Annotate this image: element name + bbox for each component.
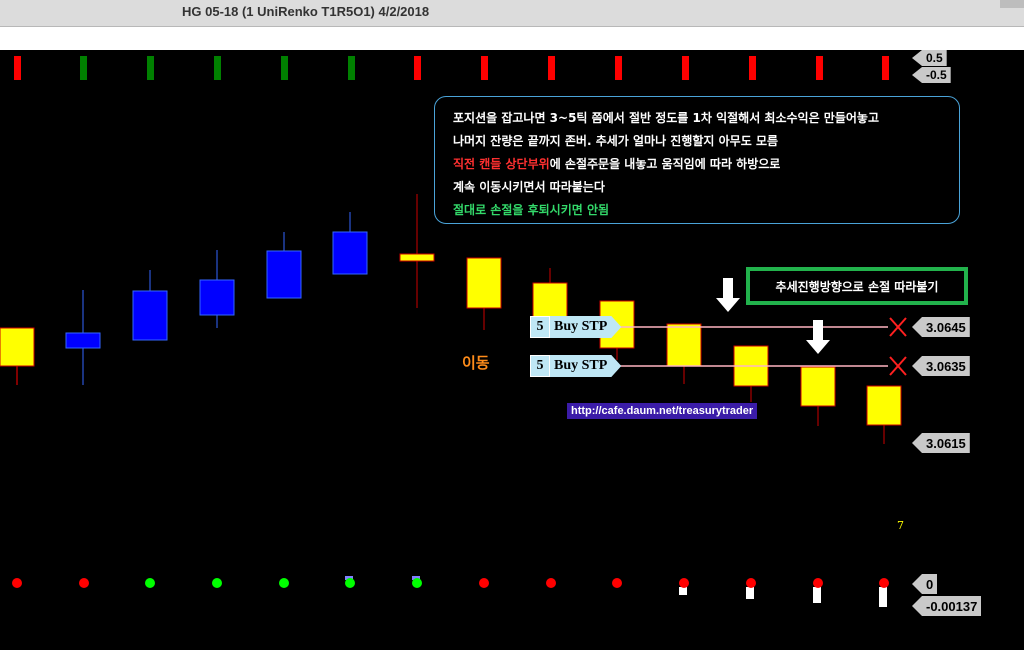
indicator-dot bbox=[612, 578, 622, 588]
signal-bar bbox=[615, 56, 622, 80]
bar-counter: 7 bbox=[897, 519, 904, 532]
note-line: 계속 이동시키면서 따라붙는다 bbox=[453, 180, 605, 194]
candles bbox=[0, 194, 902, 444]
candle-up bbox=[266, 250, 302, 299]
candle-doji bbox=[399, 253, 435, 262]
indicator-zero-tag: 0 bbox=[912, 574, 938, 594]
candle-down bbox=[0, 327, 35, 367]
candle-up bbox=[332, 231, 368, 275]
indicator-dot bbox=[813, 578, 823, 588]
strategy-note-box: 포지션을 잡고나면 3~5틱 쯤에서 절반 정도를 1차 익절해서 최소수익은 … bbox=[434, 96, 960, 224]
signal-bar bbox=[749, 56, 756, 80]
candle-down bbox=[466, 257, 502, 309]
indicator-dot bbox=[212, 578, 222, 588]
note-text: 에 손절주문을 내놓고 움직임에 따라 하방으로 bbox=[549, 157, 781, 171]
order-qty[interactable]: 5 bbox=[530, 355, 550, 377]
signal-bar bbox=[481, 56, 488, 80]
cancel-order-icon[interactable] bbox=[889, 317, 907, 337]
candle-up bbox=[65, 332, 101, 349]
indicator-dot bbox=[679, 578, 689, 588]
indicator-dot bbox=[12, 578, 22, 588]
title-bar: HG 05-18 (1 UniRenko T1R5O1) 4/2/2018 bbox=[0, 0, 1024, 27]
indicator-dot bbox=[412, 578, 422, 588]
signal-bar bbox=[548, 56, 555, 80]
toolbar-strip bbox=[0, 27, 1024, 50]
move-label: 이동 bbox=[462, 354, 490, 372]
candle-up bbox=[199, 279, 235, 316]
cancel-order-icon[interactable] bbox=[889, 356, 907, 376]
buy-stop-order[interactable]: 5 Buy STP bbox=[530, 316, 621, 338]
signal-bar bbox=[816, 56, 823, 80]
indicator-dot bbox=[479, 578, 489, 588]
indicator-bar bbox=[746, 587, 754, 599]
signal-bar bbox=[882, 56, 889, 80]
signal-bar bbox=[80, 56, 87, 80]
note-line: 포지션을 잡고나면 3~5틱 쯤에서 절반 정도를 1차 익절해서 최소수익은 … bbox=[453, 111, 879, 125]
indicator-dot bbox=[746, 578, 756, 588]
order-qty[interactable]: 5 bbox=[530, 316, 550, 338]
signal-bar bbox=[414, 56, 421, 80]
order-price-tag: 3.0645 bbox=[912, 317, 970, 337]
trailing-stop-note: 추세진행방향으로 손절 따라붙기 bbox=[746, 267, 968, 305]
indicator-bar bbox=[879, 587, 887, 607]
candle-down bbox=[800, 366, 836, 407]
candle-down bbox=[666, 323, 702, 367]
indicator-dot bbox=[145, 578, 155, 588]
down-arrow-icon bbox=[806, 320, 830, 354]
order-label[interactable]: Buy STP bbox=[550, 316, 621, 338]
indicator-value-tag: -0.00137 bbox=[912, 596, 982, 616]
indicator-bar bbox=[345, 576, 353, 580]
note-warning: 절대로 손절을 후퇴시키면 안됨 bbox=[453, 203, 610, 217]
signal-bar bbox=[14, 56, 21, 80]
window-control[interactable] bbox=[1000, 0, 1024, 8]
candle-down bbox=[866, 385, 902, 426]
signal-level-tag: -0.5 bbox=[912, 67, 951, 83]
note-line: 직전 캔들 상단부위에 손절주문을 내놓고 움직임에 따라 하방으로 bbox=[453, 153, 959, 176]
top-signal-bars bbox=[14, 56, 889, 80]
signal-bar bbox=[281, 56, 288, 80]
window-title: HG 05-18 (1 UniRenko T1R5O1) 4/2/2018 bbox=[182, 4, 430, 19]
signal-bar bbox=[682, 56, 689, 80]
bottom-indicator-dots bbox=[12, 576, 889, 607]
signal-bar bbox=[147, 56, 154, 80]
note-highlight: 직전 캔들 상단부위 bbox=[453, 157, 550, 171]
note-line: 나머지 잔량은 끝까지 존버. 추세가 얼마나 진행할지 아무도 모름 bbox=[453, 134, 779, 148]
signal-bar bbox=[348, 56, 355, 80]
buy-stop-order[interactable]: 5 Buy STP bbox=[530, 355, 621, 377]
signal-bar bbox=[214, 56, 221, 80]
indicator-dot bbox=[345, 578, 355, 588]
order-price-tag: 3.0635 bbox=[912, 356, 970, 376]
candle-up bbox=[132, 290, 168, 341]
indicator-bar bbox=[679, 587, 687, 595]
indicator-bar bbox=[412, 576, 420, 580]
down-arrow-icon bbox=[716, 278, 740, 312]
current-price-tag: 3.0615 bbox=[912, 433, 970, 453]
indicator-dot bbox=[546, 578, 556, 588]
signal-level-tag: 0.5 bbox=[912, 50, 947, 66]
indicator-dot bbox=[79, 578, 89, 588]
order-label[interactable]: Buy STP bbox=[550, 355, 621, 377]
indicator-dot bbox=[879, 578, 889, 588]
indicator-bar bbox=[813, 587, 821, 603]
indicator-dot bbox=[279, 578, 289, 588]
watermark-url: http://cafe.daum.net/treasurytrader bbox=[567, 403, 758, 419]
